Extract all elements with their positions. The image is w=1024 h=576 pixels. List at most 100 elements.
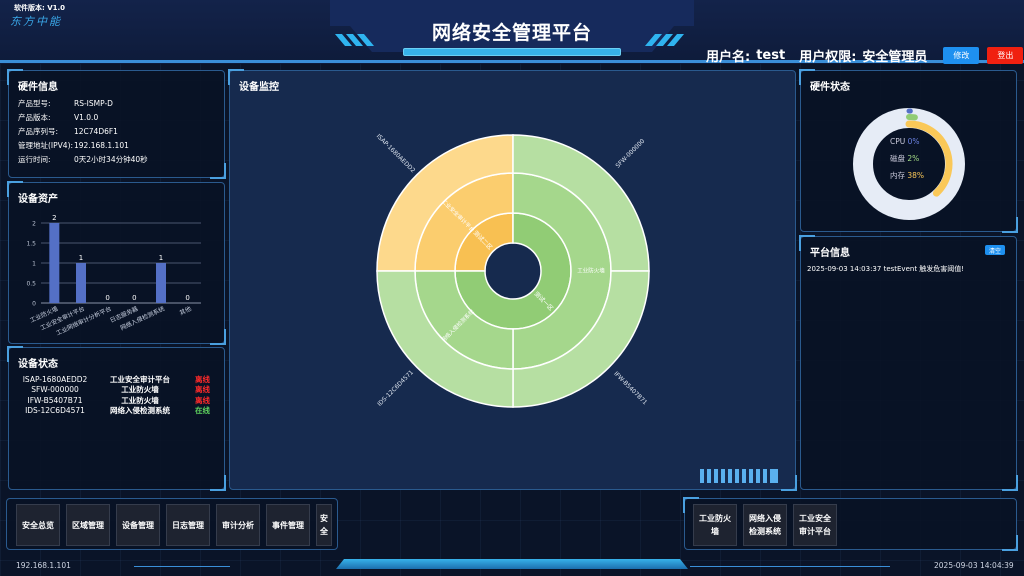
hardware-info-panel: 硬件信息 产品型号: RS-ISMP-D 产品版本: V1.0.0 产品序列号: 12C7…	[7, 69, 226, 179]
status-row: SFW-000000 工业防火墙 离线	[15, 385, 220, 396]
deco-bar	[770, 469, 778, 483]
panel-title: 硬件信息	[18, 82, 58, 93]
deco-bars	[700, 469, 778, 483]
nav-button[interactable]: 安全	[316, 504, 332, 546]
deco-stripes-left	[334, 34, 375, 46]
bar	[156, 263, 166, 303]
device-status-badge: 离线	[195, 385, 210, 395]
cpu-value: 0%	[907, 137, 920, 146]
panel-title: 平台信息	[810, 248, 850, 259]
status-row: IDS-12C6D4571 网络入侵检测系统 在线	[15, 406, 220, 417]
deco-bar	[728, 469, 732, 483]
sunburst-label: SFW-000000	[614, 138, 646, 170]
sunburst-label: IFW-B5407B71	[612, 370, 648, 406]
deco-bar	[763, 469, 767, 483]
panel-title: 硬件状态	[810, 82, 850, 93]
info-key: 产品版本:	[18, 112, 51, 122]
username-label: 用户名:	[706, 50, 751, 65]
sunburst-label: IDS-12C6D4571	[376, 369, 415, 408]
device-nav-button[interactable]: 网络入侵检测系统	[743, 504, 787, 546]
device-id: SFW-000000	[31, 385, 79, 395]
bar-value-label: 1	[79, 254, 83, 262]
info-key: 产品序列号:	[18, 126, 59, 136]
nav-button[interactable]: 区域管理	[66, 504, 110, 546]
edit-button[interactable]: 修改	[943, 47, 980, 64]
y-tick-label: 1	[32, 261, 36, 268]
bar-value-label: 2	[52, 214, 56, 222]
panel-title: 设备状态	[18, 359, 58, 370]
deco-bar	[714, 469, 718, 483]
device-id: ISAP-1680AEDD2	[22, 374, 88, 384]
device-type: 工业安全审计平台	[110, 374, 170, 384]
nav-button[interactable]: 设备管理	[116, 504, 160, 546]
device-type: 工业防火墙	[121, 395, 159, 405]
info-value: V1.0.0	[74, 112, 99, 122]
bar-value-label: 1	[159, 254, 163, 262]
deco-bar	[749, 469, 753, 483]
info-key: 管理地址(IPV4):	[18, 140, 74, 150]
deco-bar	[742, 469, 746, 483]
nav-button[interactable]: 事件管理	[266, 504, 310, 546]
device-nav-button[interactable]: 工业防火墙	[693, 504, 737, 546]
info-row: 产品型号: RS-ISMP-D	[18, 96, 148, 110]
bar	[49, 223, 60, 303]
usage-legend: CPU 0% 磁盘 2% 内存 38%	[890, 133, 924, 184]
logo: 东方中能	[10, 15, 62, 28]
sunburst-device	[376, 270, 514, 408]
nav-button[interactable]: 审计分析	[216, 504, 260, 546]
info-row: 产品序列号: 12C74D6F1	[18, 124, 148, 138]
device-id: IFW-B5407B71	[27, 395, 83, 405]
device-id: IDS-12C6D4571	[25, 406, 85, 416]
clear-button[interactable]: 清空	[985, 245, 1005, 255]
y-tick-label: 0.5	[26, 281, 36, 288]
mem-arc	[905, 120, 953, 197]
role: 安全管理员	[862, 50, 928, 65]
deco-stripes-right	[644, 34, 685, 46]
deco-bar	[700, 469, 704, 483]
info-row: 运行时间: 0天2小时34分钟40秒	[18, 152, 148, 166]
logout-button[interactable]: 登出	[987, 47, 1024, 64]
footer-bar	[336, 559, 688, 569]
panel-title: 设备资产	[18, 194, 58, 205]
x-tick-label: 网络入侵检测系统	[119, 305, 166, 333]
footer-line-right	[690, 566, 890, 567]
platform-message: 2025-09-03 14:03:37 testEvent 触发危害阈值!	[807, 265, 965, 273]
device-nav-button[interactable]: 工业安全审计平台	[793, 504, 837, 546]
sunburst-label: ISAP-1680AEDD2	[375, 133, 417, 175]
page-title: 网络安全管理平台	[431, 22, 592, 44]
role-label: 用户权限:	[799, 50, 857, 65]
username: test	[756, 48, 786, 63]
status-row: ISAP-1680AEDD2 工业安全审计平台 离线	[15, 374, 220, 385]
deco-bar	[707, 469, 711, 483]
device-status-badge: 离线	[195, 395, 210, 405]
device-assets-panel: 设备资产 0 0.5 1 1.5 2 2 工业防火墙 1 工业安全审计平台 0 工业网络审计分析平台…	[7, 181, 226, 345]
footer-ip: 192.168.1.101	[16, 561, 71, 570]
title-bar	[403, 48, 621, 56]
hardware-status-panel: 硬件状态 CPU 0% 磁盘 2% 内存 38%	[799, 69, 1018, 233]
software-version: 软件版本: V1.0	[14, 4, 66, 12]
footer-line-left	[134, 566, 230, 567]
device-status-badge: 离线	[195, 374, 210, 384]
device-sunburst-chart: 测试二区工业安全审计平台ISAP-1680AEDD2测试一区工业防火墙SFW-0…	[375, 133, 650, 408]
assets-bar-chart: 00.511.522工业防火墙1工业安全审计平台0工业网络审计分析平台0日志服务…	[26, 214, 201, 337]
device-type: 网络入侵检测系统	[110, 406, 170, 416]
info-value: 0天2小时34分钟40秒	[74, 154, 148, 164]
bar-value-label: 0	[132, 294, 136, 302]
y-tick-label: 2	[32, 221, 36, 228]
user-area: 用户名: test 用户权限: 安全管理员 修改 登出	[706, 46, 1024, 65]
mem-label: 内存	[890, 171, 905, 180]
bar-value-label: 0	[185, 294, 189, 302]
info-row: 产品版本: V1.0.0	[18, 110, 148, 124]
footer-time: 2025-09-03 14:04:39	[934, 561, 1014, 570]
deco-bar	[756, 469, 760, 483]
header-line	[0, 60, 1024, 63]
bar	[76, 263, 86, 303]
nav-button[interactable]: 安全总览	[16, 504, 60, 546]
y-tick-label: 0	[32, 301, 36, 308]
device-status-badge: 在线	[195, 406, 210, 416]
mem-value: 38%	[907, 171, 925, 180]
y-tick-label: 1.5	[26, 241, 36, 248]
info-key: 运行时间:	[18, 154, 51, 164]
nav-button[interactable]: 日志管理	[166, 504, 210, 546]
device-status-panel: 设备状态 ISAP-1680AEDD2 工业安全审计平台 离线 SFW-000000 工…	[7, 346, 226, 491]
